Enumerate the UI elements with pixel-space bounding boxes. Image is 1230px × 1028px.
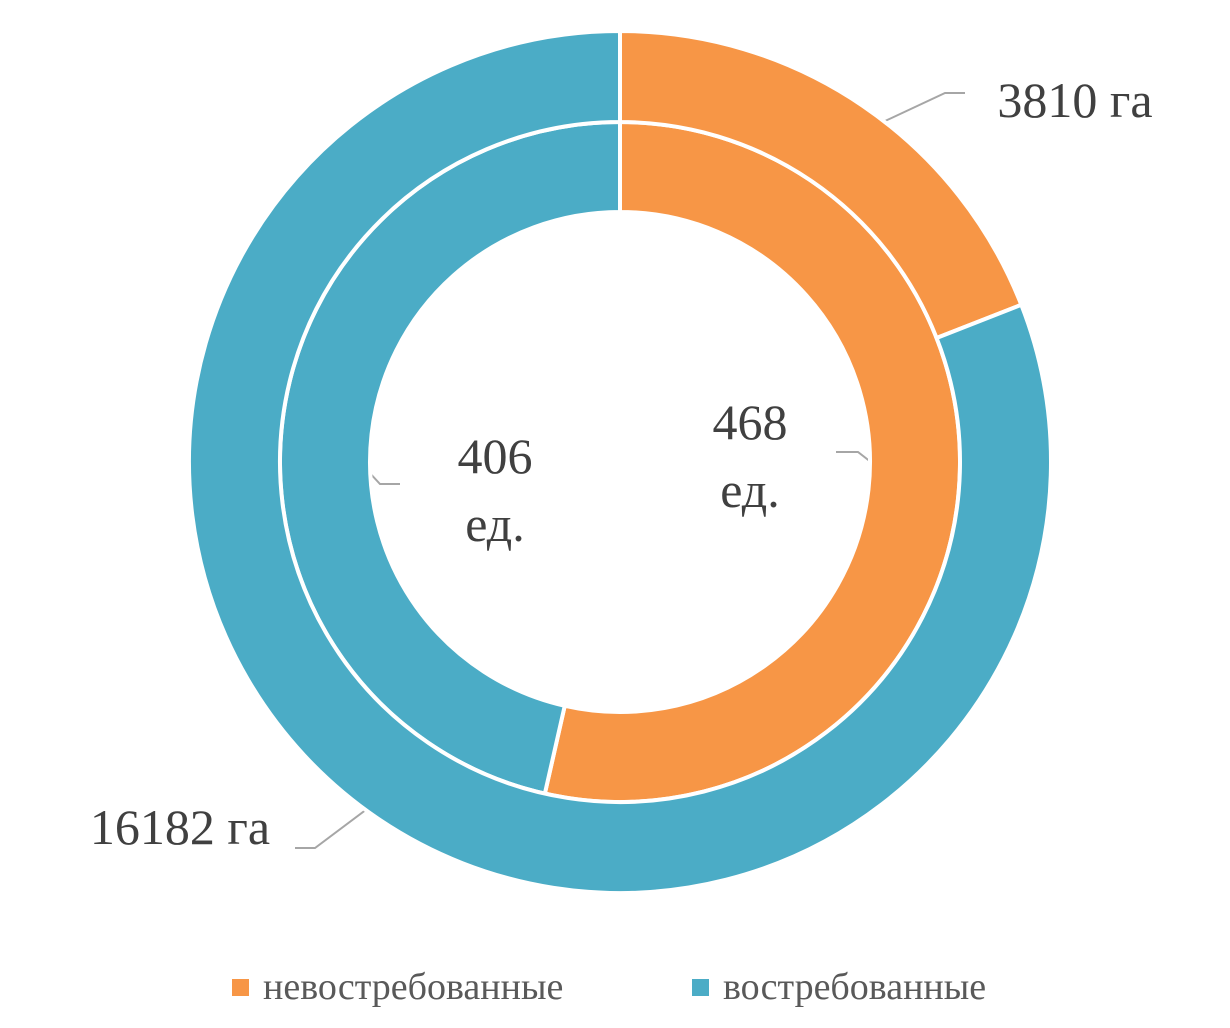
data-label: 3810 га	[997, 72, 1153, 128]
legend-entry: невостребованные	[232, 965, 563, 1009]
legend-label: востребованные	[723, 966, 987, 1008]
donut-slice	[187, 28, 1053, 895]
data-label: 16182 га	[89, 799, 271, 855]
data-label: 406 ед.	[457, 428, 533, 552]
legend-label: невостребованные	[263, 966, 564, 1008]
legend-swatch	[232, 978, 249, 996]
data-label: 468 ед.	[712, 394, 788, 518]
legend-entry: востребованные	[692, 965, 986, 1009]
legend-swatch	[692, 978, 709, 996]
